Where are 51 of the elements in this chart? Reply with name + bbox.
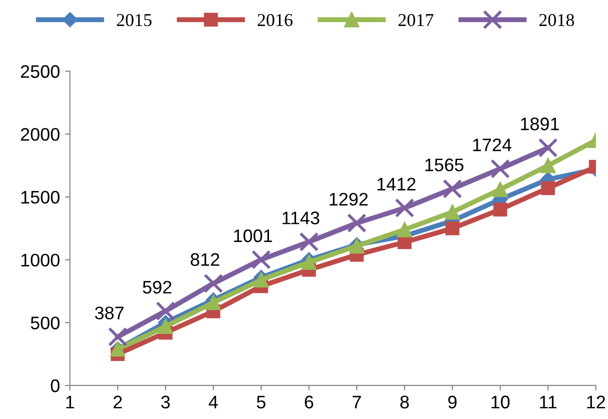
point [394, 198, 414, 218]
point [156, 301, 176, 321]
point [158, 318, 174, 334]
point [541, 181, 555, 196]
point [493, 202, 508, 216]
legend-label: 2018 [539, 14, 574, 26]
point [299, 232, 319, 252]
legend-label: 2017 [398, 14, 434, 26]
y-tick-label: 2000 [20, 128, 60, 141]
point [490, 159, 510, 178]
y-tick-label: 0 [50, 379, 60, 392]
x-tick-label: 2 [114, 396, 122, 408]
legend-label: 2016 [258, 14, 293, 26]
x-tick-label: 4 [208, 396, 218, 408]
point [347, 213, 367, 233]
point [204, 274, 224, 294]
x-tick-label: 11 [540, 396, 557, 408]
x-tick-label: 8 [400, 396, 409, 408]
y-tick-label: 2500 [20, 65, 60, 78]
x-tick-label: 7 [352, 396, 361, 408]
x-tick-label: 10 [492, 396, 510, 408]
x-tick-label: 1 [66, 396, 74, 408]
data-label: 812 [190, 253, 220, 266]
data-label: 1292 [330, 192, 368, 206]
point [540, 158, 556, 174]
point [396, 222, 412, 238]
y-tick-label: 1000 [21, 254, 60, 266]
point [251, 250, 271, 270]
x-tick-label: 9 [448, 396, 457, 408]
data-label: 1891 [520, 118, 559, 130]
data-label: 592 [142, 280, 172, 294]
data-label: 1724 [473, 138, 512, 152]
data-label: 387 [95, 306, 124, 320]
x-tick-label: 5 [256, 396, 266, 408]
legend-label: 2015 [116, 14, 152, 26]
point [445, 221, 460, 236]
x-tick-label: 6 [304, 396, 314, 408]
y-tick-label: 500 [30, 316, 60, 330]
y-tick-label: 1500 [21, 190, 60, 204]
data-label: 1143 [282, 212, 320, 224]
point [492, 182, 508, 198]
data-label: 1412 [378, 178, 416, 190]
point [254, 272, 269, 288]
point [442, 179, 462, 198]
point [538, 138, 558, 158]
data-label: 1001 [234, 229, 272, 242]
x-tick-label: 12 [587, 396, 605, 408]
point [108, 327, 128, 347]
point [444, 204, 460, 220]
x-tick-label: 3 [161, 396, 170, 408]
data-label: 1565 [425, 158, 464, 172]
